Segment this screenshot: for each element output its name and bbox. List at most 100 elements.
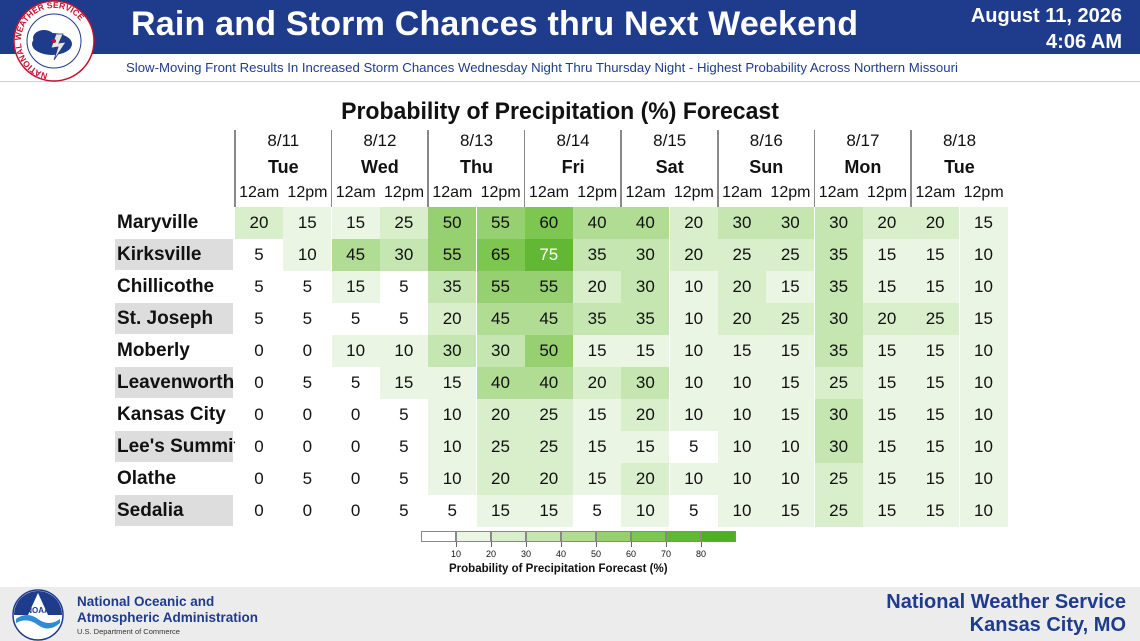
- pop-cell: 30: [428, 335, 477, 367]
- scale-tick-label: 20: [485, 549, 497, 559]
- column-time: 12am: [432, 184, 473, 201]
- pop-cell: 20: [862, 303, 911, 335]
- pop-cell: 10: [718, 463, 766, 495]
- pop-cell: 5: [379, 495, 428, 527]
- column-time: 12pm: [577, 184, 618, 201]
- agency-department: U.S. Department of Commerce: [77, 627, 180, 636]
- pop-cell: 0: [331, 431, 380, 463]
- pop-cell: 15: [862, 399, 911, 431]
- pop-cell: 40: [621, 207, 670, 239]
- pop-cell: 15: [476, 495, 525, 527]
- pop-cell: 5: [573, 495, 622, 527]
- column-day: Thu: [459, 157, 493, 177]
- scale-tick: [456, 542, 457, 547]
- headline-subtitle: Slow-Moving Front Results In Increased S…: [126, 60, 958, 75]
- pop-cell: 20: [669, 239, 718, 271]
- agency-name: National Oceanic and Atmospheric Adminis…: [77, 594, 258, 626]
- pop-cell: 5: [331, 303, 380, 335]
- pop-cell: 10: [766, 431, 815, 463]
- scale-swatch: [456, 531, 491, 542]
- scale-tick-label: 70: [660, 549, 672, 559]
- pop-cell: 15: [959, 207, 1008, 239]
- pop-cell: 20: [428, 303, 477, 335]
- pop-cell: 15: [911, 495, 960, 527]
- scale-swatch: [666, 531, 701, 542]
- pop-cell: 15: [766, 271, 815, 303]
- pop-cell: 5: [283, 271, 332, 303]
- pop-cell: 0: [235, 335, 283, 367]
- pop-cell: 5: [669, 431, 718, 463]
- pop-cell: 20: [718, 271, 766, 303]
- column-separator: [813, 130, 816, 207]
- pop-cell: 10: [959, 239, 1008, 271]
- pop-cell: 20: [718, 303, 766, 335]
- pop-cell: 15: [573, 463, 622, 495]
- scale-tick-label: 30: [520, 549, 532, 559]
- scale-tick-label: 60: [625, 549, 637, 559]
- scale-swatch: [526, 531, 561, 542]
- column-time: 12am: [915, 184, 956, 201]
- scale-tick: [491, 542, 492, 547]
- column-separator: [330, 130, 333, 207]
- pop-cell: 30: [814, 207, 863, 239]
- pop-cell: 15: [911, 399, 960, 431]
- pop-cell: 20: [235, 207, 283, 239]
- column-time: 12pm: [673, 184, 714, 201]
- pop-cell: 65: [476, 239, 525, 271]
- pop-cell: 10: [669, 367, 718, 399]
- header-bar: Rain and Storm Chances thru Next Weekend…: [0, 0, 1140, 54]
- column-day: Fri: [561, 157, 585, 177]
- pop-cell: 30: [476, 335, 525, 367]
- city-label: Kansas City: [117, 404, 226, 425]
- scale-swatch: [631, 531, 666, 542]
- column-separator: [523, 130, 526, 207]
- column-day: Sun: [749, 157, 784, 177]
- column-day: Sat: [655, 157, 684, 177]
- pop-cell: 0: [331, 399, 380, 431]
- office-name: National Weather Service Kansas City, MO: [886, 591, 1126, 637]
- pop-cell: 30: [621, 271, 670, 303]
- city-label: Moberly: [117, 340, 190, 361]
- office-name-line1: National Weather Service: [886, 591, 1126, 613]
- scale-swatch: [421, 531, 456, 542]
- pop-cell: 55: [524, 271, 573, 303]
- pop-cell: 15: [766, 495, 815, 527]
- issue-date: August 11, 2026: [970, 5, 1122, 27]
- pop-cell: 15: [862, 431, 911, 463]
- pop-cell: 10: [428, 431, 477, 463]
- pop-cell: 5: [379, 399, 428, 431]
- agency-name-line1: National Oceanic and: [77, 594, 215, 609]
- column-day: Mon: [844, 157, 882, 177]
- pop-cell: 5: [283, 463, 332, 495]
- pop-cell: 5: [283, 303, 332, 335]
- pop-cell: 15: [428, 367, 477, 399]
- pop-cell: 10: [959, 463, 1008, 495]
- city-label: St. Joseph: [115, 303, 233, 334]
- pop-cell: 0: [235, 463, 283, 495]
- pop-cell: 15: [911, 431, 960, 463]
- column-date: 8/13: [459, 131, 494, 150]
- pop-cell: 25: [766, 239, 815, 271]
- pop-cell: 40: [524, 367, 573, 399]
- column-date: 8/15: [653, 131, 687, 150]
- page-title: Rain and Storm Chances thru Next Weekend: [131, 5, 859, 43]
- pop-cell: 15: [766, 335, 815, 367]
- pop-cell: 0: [283, 399, 332, 431]
- column-time: 12am: [528, 184, 569, 201]
- column-time: 12pm: [770, 184, 811, 201]
- pop-cell: 10: [283, 239, 332, 271]
- city-label: Leavenworth: [115, 367, 234, 398]
- pop-cell: 75: [524, 239, 573, 271]
- pop-cell: 35: [573, 303, 622, 335]
- pop-cell: 55: [476, 207, 525, 239]
- column-date: 8/16: [749, 131, 783, 150]
- pop-cell: 20: [476, 463, 525, 495]
- column-separator: [427, 130, 429, 207]
- pop-cell: 40: [476, 367, 525, 399]
- pop-cell: 30: [718, 207, 766, 239]
- pop-cell: 10: [959, 367, 1008, 399]
- pop-cell: 15: [766, 399, 815, 431]
- scale-tick-label: 80: [695, 549, 707, 559]
- pop-cell: 45: [331, 239, 380, 271]
- pop-cell: 0: [331, 463, 380, 495]
